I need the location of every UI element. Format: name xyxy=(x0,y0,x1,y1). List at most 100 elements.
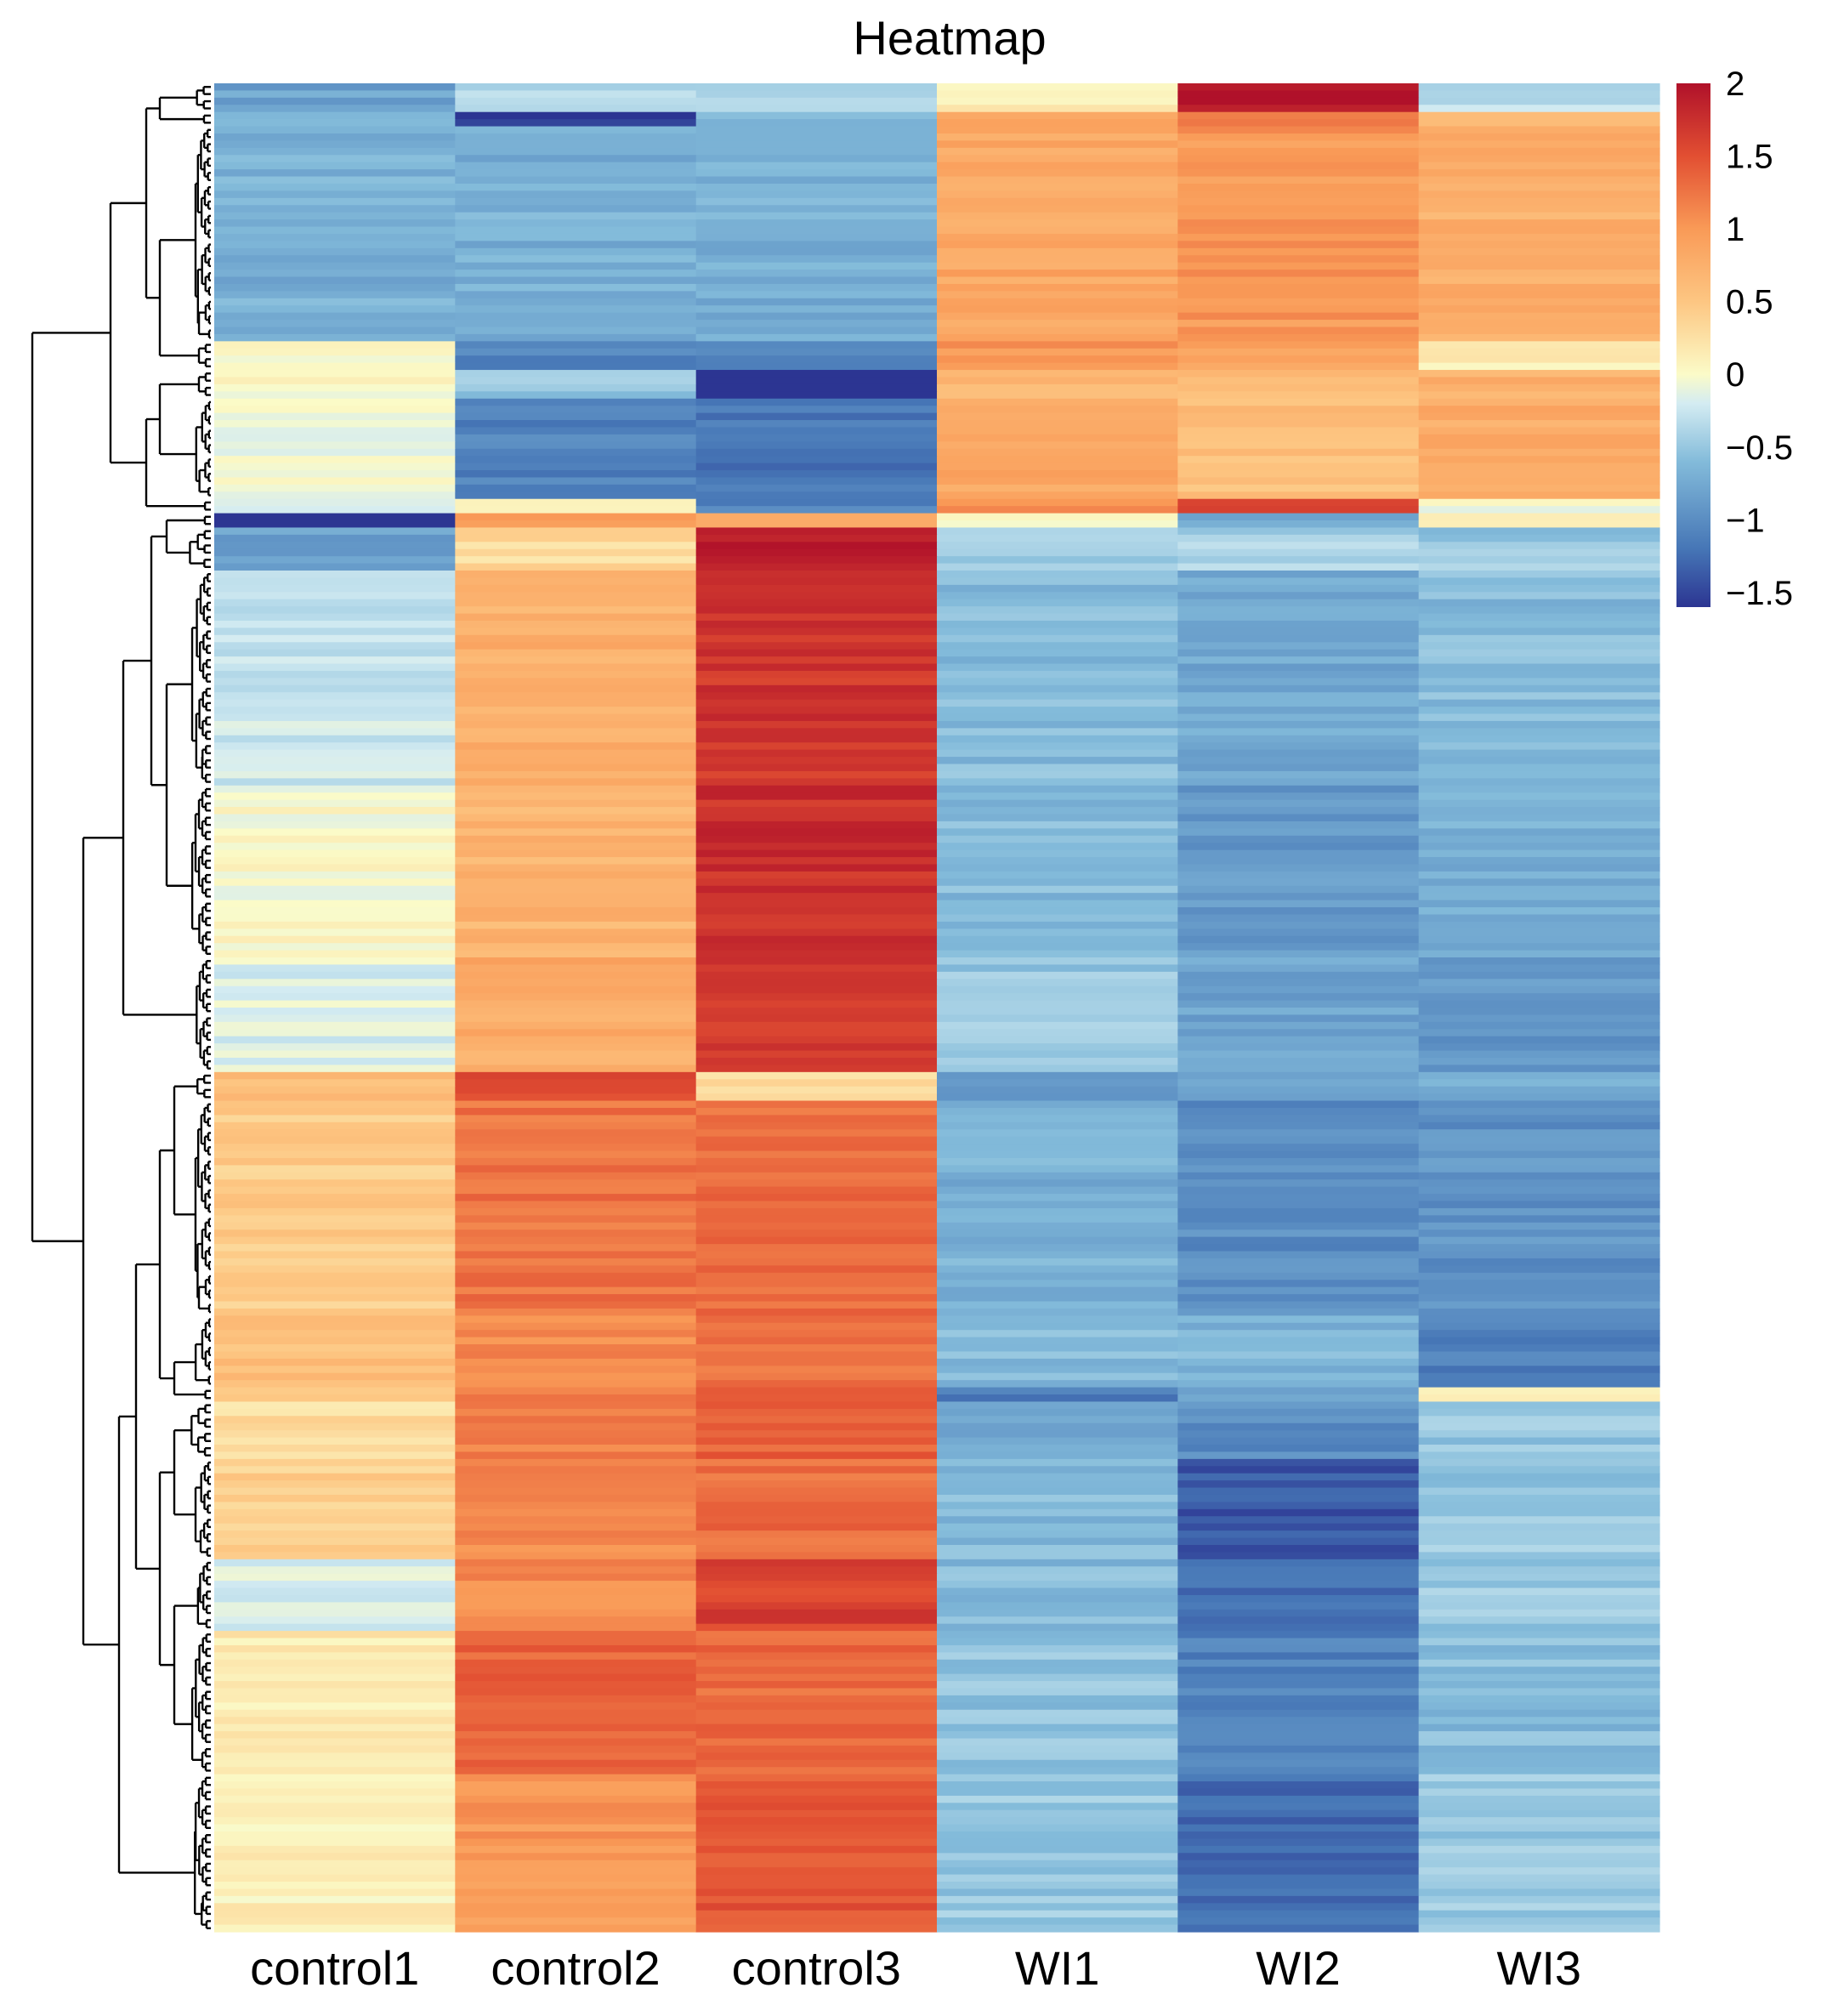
heatmap-cell xyxy=(1177,807,1420,815)
heatmap-cell xyxy=(1418,1344,1660,1353)
heatmap-cell xyxy=(1418,1795,1660,1803)
heatmap-cell xyxy=(1418,1480,1660,1489)
heatmap-cell xyxy=(214,1115,456,1123)
heatmap-cell xyxy=(695,1372,938,1381)
heatmap-cell xyxy=(1418,1681,1660,1689)
heatmap-cell xyxy=(214,900,456,908)
heatmap-cell xyxy=(937,1029,1178,1037)
heatmap-cell xyxy=(455,1301,697,1309)
heatmap-cell xyxy=(1177,1150,1420,1159)
heatmap-cell xyxy=(695,1508,938,1517)
heatmap-cell xyxy=(937,1172,1178,1180)
heatmap-cell xyxy=(455,355,697,364)
heatmap-cell xyxy=(695,1867,938,1876)
heatmap-cell xyxy=(937,1544,1178,1553)
heatmap-cell xyxy=(1418,1924,1660,1933)
heatmap-cell xyxy=(455,1767,697,1775)
colorbar-tick-label: 1.5 xyxy=(1726,139,1773,176)
heatmap-cell xyxy=(1418,1179,1660,1188)
heatmap-cell xyxy=(1418,1380,1660,1388)
heatmap-cell xyxy=(937,749,1178,758)
heatmap-cell xyxy=(937,298,1178,306)
heatmap-cell xyxy=(214,835,456,843)
heatmap-cell xyxy=(1177,914,1420,923)
heatmap-cell xyxy=(1177,527,1420,536)
heatmap-cell xyxy=(937,1508,1178,1517)
heatmap-cell xyxy=(937,377,1178,385)
heatmap-cell xyxy=(455,878,697,887)
heatmap-cell xyxy=(214,1602,456,1610)
heatmap-cell xyxy=(695,707,938,715)
heatmap-cell xyxy=(1177,190,1420,199)
heatmap-cell xyxy=(214,1079,456,1088)
heatmap-cell xyxy=(214,857,456,866)
heatmap-cell xyxy=(1418,1688,1660,1696)
heatmap-cell xyxy=(455,1724,697,1732)
heatmap-cell xyxy=(455,1315,697,1324)
heatmap-cell xyxy=(455,247,697,256)
heatmap-cell xyxy=(455,169,697,178)
heatmap-cell xyxy=(455,333,697,342)
heatmap-cell xyxy=(214,577,456,586)
heatmap-cell xyxy=(1177,1165,1420,1173)
heatmap-cell xyxy=(455,1473,697,1481)
color-legend: 21.510.50−0.5−1−1.5 xyxy=(1676,65,1793,612)
heatmap-cell xyxy=(937,362,1178,371)
heatmap-cell xyxy=(695,728,938,736)
heatmap-cell xyxy=(455,1165,697,1173)
heatmap-cell xyxy=(1418,1724,1660,1732)
heatmap-cell xyxy=(455,1380,697,1388)
heatmap-cell xyxy=(1177,1416,1420,1424)
heatmap-cell xyxy=(455,1566,697,1575)
heatmap-cell xyxy=(214,642,456,650)
heatmap-cell xyxy=(455,456,697,464)
heatmap-cell xyxy=(1177,155,1420,163)
heatmap-cell xyxy=(214,1795,456,1803)
heatmap-cell xyxy=(455,1502,697,1510)
heatmap-cell xyxy=(1418,1552,1660,1560)
heatmap-cell xyxy=(455,1280,697,1288)
heatmap-cell xyxy=(1177,477,1420,486)
heatmap-cell xyxy=(455,233,697,241)
heatmap-cell xyxy=(1177,90,1420,99)
heatmap-cell xyxy=(937,226,1178,235)
heatmap-cell xyxy=(455,305,697,314)
heatmap-cell xyxy=(214,226,456,235)
heatmap-cell xyxy=(214,1229,456,1238)
heatmap-cell xyxy=(1177,1581,1420,1589)
heatmap-cell xyxy=(1177,943,1420,951)
heatmap-cell xyxy=(1177,757,1420,765)
heatmap-cell xyxy=(214,1416,456,1424)
heatmap-cell xyxy=(214,1437,456,1445)
heatmap-cell xyxy=(937,1681,1178,1689)
heatmap-cell xyxy=(937,305,1178,314)
heatmap-cell xyxy=(695,584,938,593)
heatmap-cell xyxy=(695,670,938,679)
heatmap-cell xyxy=(214,283,456,292)
heatmap-cell xyxy=(455,1924,697,1933)
heatmap-cell xyxy=(937,821,1178,829)
heatmap-cell xyxy=(937,1824,1178,1832)
heatmap-cell xyxy=(695,592,938,600)
heatmap-cell xyxy=(1418,792,1660,801)
heatmap-cell xyxy=(214,678,456,686)
heatmap-cell xyxy=(1418,1544,1660,1553)
heatmap-cell xyxy=(937,406,1178,414)
heatmap-cell xyxy=(695,491,938,500)
colorbar-tick-label: −1.5 xyxy=(1726,575,1793,612)
heatmap-cell xyxy=(695,1100,938,1109)
heatmap-cell xyxy=(1418,1330,1660,1338)
heatmap-cell xyxy=(455,1157,697,1166)
heatmap-cell xyxy=(1177,441,1420,450)
heatmap-cell xyxy=(214,1681,456,1689)
heatmap-cell xyxy=(214,807,456,815)
heatmap-cell xyxy=(695,770,938,779)
heatmap-cell xyxy=(1177,348,1420,356)
heatmap-cell xyxy=(1177,684,1420,693)
heatmap-cell xyxy=(455,914,697,923)
heatmap-cell xyxy=(455,1508,697,1517)
heatmap-cells xyxy=(214,83,1660,1933)
heatmap-cell xyxy=(214,1609,456,1617)
heatmap-cell xyxy=(1177,720,1420,729)
heatmap-cell xyxy=(937,914,1178,923)
